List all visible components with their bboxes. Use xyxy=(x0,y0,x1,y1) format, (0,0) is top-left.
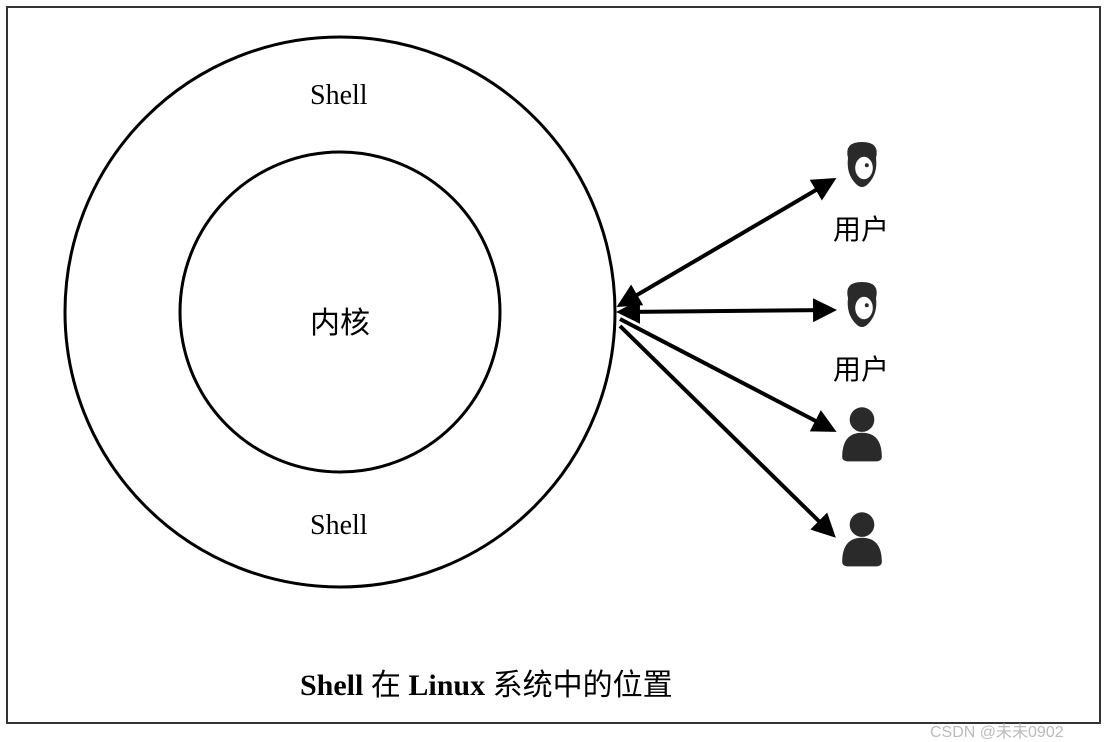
shell-label-bottom: Shell xyxy=(310,510,368,542)
caption-part-2: 在 xyxy=(363,669,408,702)
diagram-svg xyxy=(0,0,1116,734)
watermark-text: CSDN @未未0902 xyxy=(930,718,1064,742)
diagram-caption: Shell 在 Linux 系统中的位置 xyxy=(300,660,673,704)
caption-part-4: 系统中的位置 xyxy=(485,669,673,702)
user-label-1: 用户 xyxy=(833,208,889,248)
user-label-2: 用户 xyxy=(833,348,889,388)
kernel-label: 内核 xyxy=(310,298,370,342)
caption-part-3: Linux xyxy=(408,669,485,702)
caption-part-1: Shell xyxy=(300,669,363,702)
shell-label-top: Shell xyxy=(310,80,368,112)
